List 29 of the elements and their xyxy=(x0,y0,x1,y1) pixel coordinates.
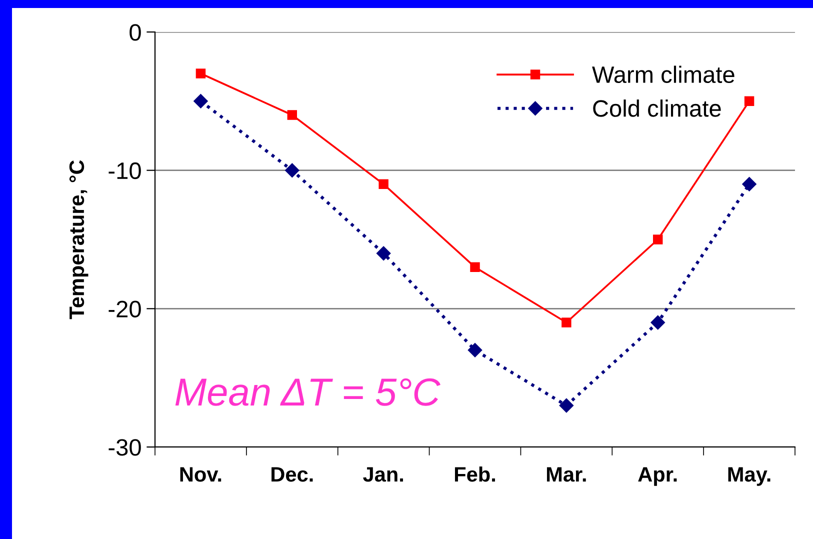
point xyxy=(559,398,574,413)
annotation: Mean ΔT = 5°C xyxy=(175,378,440,406)
point xyxy=(744,96,754,106)
legend-label: Cold climate xyxy=(593,100,721,117)
point xyxy=(650,315,665,330)
x-tick-label: Nov. xyxy=(180,467,222,482)
x-tick-label: Mar. xyxy=(546,467,586,482)
y-axis-title: Temperature, °C xyxy=(69,160,88,320)
x-tick-label: Dec. xyxy=(272,467,313,482)
point xyxy=(194,94,208,108)
point xyxy=(196,68,206,78)
legend-label: Warm climate xyxy=(592,66,734,84)
point xyxy=(287,110,298,120)
x-tick-label: May. xyxy=(728,467,770,486)
y-tick-label: -10 xyxy=(108,162,141,180)
x-tick-label: Jan. xyxy=(363,467,403,482)
point xyxy=(376,246,391,260)
x-tick-label: Feb. xyxy=(454,466,495,482)
y-tick-label: -30 xyxy=(108,439,141,456)
point xyxy=(378,179,388,190)
y-tick-label: 0 xyxy=(130,24,141,41)
point xyxy=(652,234,663,244)
point xyxy=(470,262,480,272)
point xyxy=(742,177,756,192)
point xyxy=(285,163,300,178)
x-tick-label: Apr. xyxy=(638,467,677,486)
point xyxy=(468,343,482,358)
y-tick-label: -20 xyxy=(108,300,141,318)
point xyxy=(562,318,572,328)
